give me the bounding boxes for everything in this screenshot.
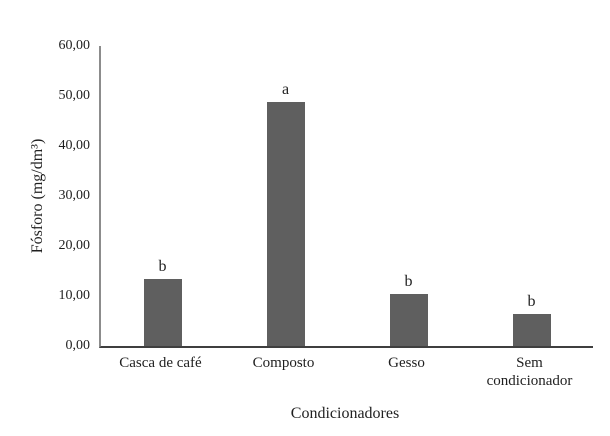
bar [389, 294, 428, 346]
y-tick-label: 40,00 [58, 138, 91, 153]
bar-significance-letter: a [281, 80, 290, 98]
y-tick-label: 60,00 [58, 38, 91, 53]
bars-container: b a b b [101, 46, 593, 346]
bar [143, 279, 182, 346]
y-tick-label: 10,00 [58, 288, 91, 303]
bar [266, 101, 305, 346]
x-category-label: Sem condicionador [486, 355, 573, 389]
y-tick-label: 0,00 [65, 338, 91, 353]
x-axis-title: Condicionadores [290, 405, 400, 422]
x-category-label: Casca de café [119, 355, 202, 371]
bar-significance-letter: b [527, 293, 536, 310]
bar-significance-letter: b [404, 273, 413, 290]
bar [512, 314, 551, 346]
bar-slot: a [224, 46, 347, 346]
y-tick-label: 50,00 [58, 88, 91, 103]
x-category-label: Gesso [388, 355, 425, 371]
x-axis-category-labels: Casca de café Composto Gesso Sem condiciona… [99, 354, 591, 390]
bar-slot: b [470, 46, 593, 346]
y-tick-label: 20,00 [58, 238, 91, 253]
x-category-label: Composto [252, 355, 315, 371]
y-axis-tick-labels: 0,00 10,00 20,00 30,00 40,00 50,00 60,00 [0, 39, 91, 353]
plot-area: b a b b [99, 46, 593, 348]
bar-slot: b [101, 46, 224, 346]
y-tick-label: 30,00 [58, 188, 91, 203]
bar-slot: b [347, 46, 470, 346]
bar-significance-letter: b [158, 258, 167, 275]
